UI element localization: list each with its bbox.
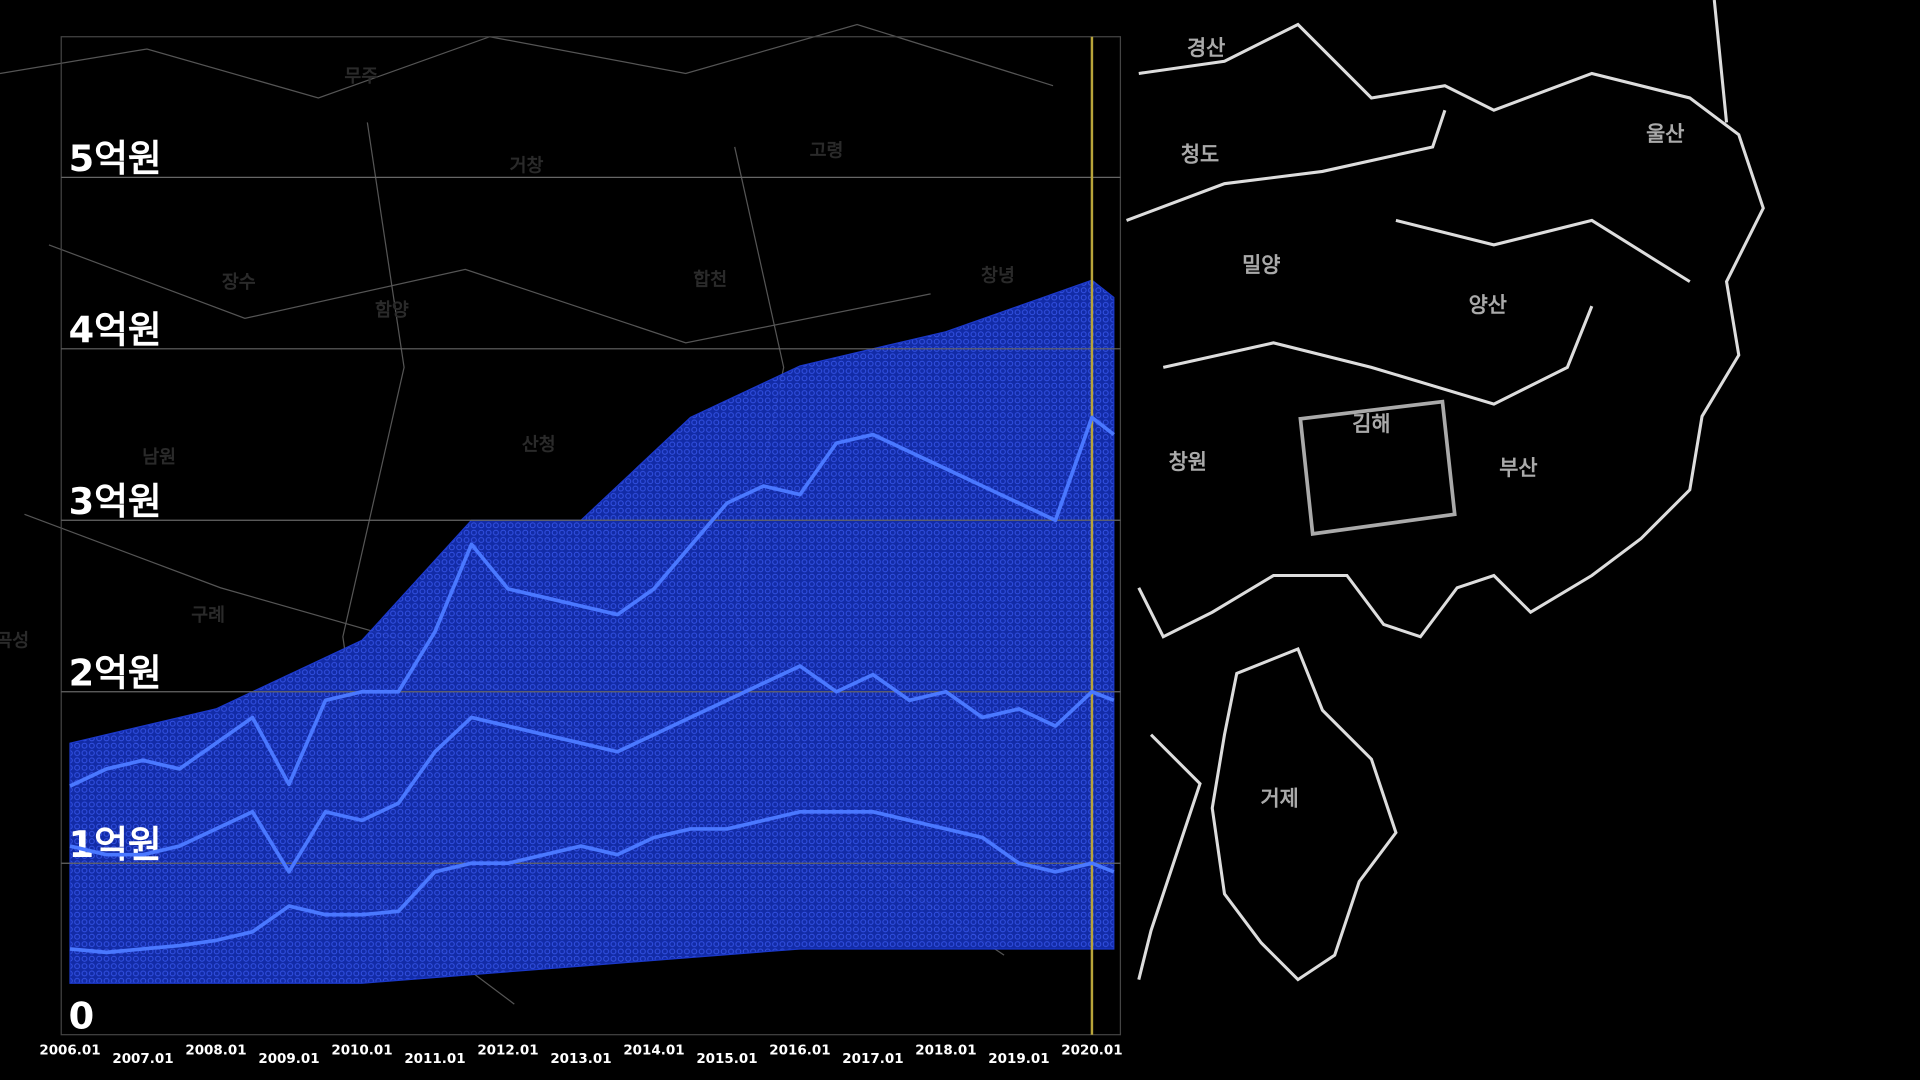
map-label: 고령 [810, 141, 844, 162]
map [0, 0, 1765, 1005]
map-label: 청도 [1181, 143, 1219, 167]
map-label: 함양 [375, 299, 409, 321]
y-tick-label: 0 [69, 995, 95, 1038]
plot-frame [60, 36, 1122, 1036]
map-label: 장수 [222, 272, 256, 293]
map-label: 남원 [142, 447, 176, 468]
x-tick-label: 2013.01 [550, 1052, 611, 1067]
x-tick-label: 2007.01 [112, 1052, 173, 1067]
map-label: 거제 [1260, 787, 1298, 811]
map-label: 산청 [522, 435, 556, 456]
y-tick-label: 2억원 [69, 652, 162, 695]
x-tick-label: 2011.01 [404, 1052, 465, 1067]
map-label: 부산 [1499, 456, 1537, 480]
map-border [1125, 0, 1729, 406]
x-tick-label: 2016.01 [769, 1043, 830, 1058]
series-line [69, 664, 1115, 874]
x-tick-label: 2008.01 [185, 1043, 246, 1058]
focus-box [1298, 399, 1457, 536]
map-coast [1137, 22, 1765, 639]
map-label: 무주 [344, 66, 378, 87]
x-tick-label: 2018.01 [915, 1043, 976, 1058]
series-line [69, 809, 1115, 955]
map-label: 울산 [1646, 122, 1684, 146]
y-tick-label: 5억원 [69, 137, 162, 180]
x-tick-label: 2010.01 [331, 1043, 392, 1058]
y-tick-label: 4억원 [69, 309, 162, 352]
map-label: 김해 [1352, 412, 1390, 436]
y-tick-label: 3억원 [69, 480, 162, 523]
x-tick-label: 2020.01 [1061, 1043, 1122, 1058]
map-label: 경산 [1187, 36, 1225, 60]
x-tick-label: 2015.01 [696, 1052, 757, 1067]
map-label: 합천 [693, 268, 727, 290]
map-label: 거창 [510, 155, 544, 176]
x-tick-label: 2009.01 [258, 1052, 319, 1067]
x-tick-label: 2012.01 [477, 1043, 538, 1058]
map-island [1137, 646, 1398, 982]
map-label: 구례 [191, 605, 225, 626]
x-tick-label: 2006.01 [39, 1043, 100, 1058]
x-tick-label: 2017.01 [842, 1052, 903, 1067]
map-label: 밀양 [1242, 253, 1280, 277]
map-label: 곡성 [0, 631, 29, 652]
x-tick-label: 2014.01 [623, 1043, 684, 1058]
scatter-cloud [69, 279, 1115, 984]
map-label: 양산 [1469, 293, 1507, 317]
map-label: 창녕 [981, 266, 1015, 287]
map-label: 창원 [1169, 450, 1207, 474]
y-tick-label: 1억원 [69, 823, 162, 866]
x-tick-label: 2019.01 [988, 1052, 1049, 1067]
series-line [69, 415, 1115, 788]
